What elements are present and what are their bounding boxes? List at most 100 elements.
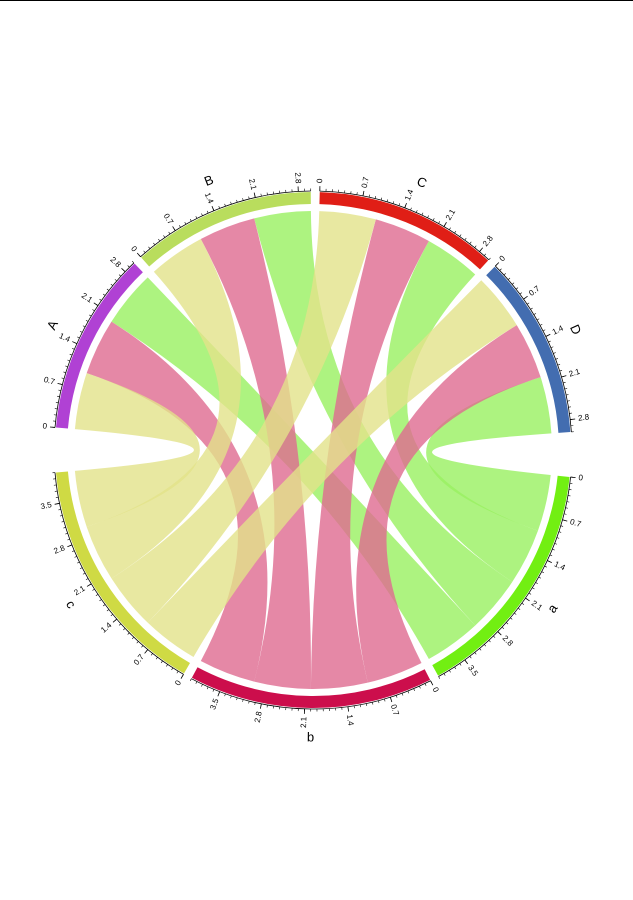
- minor-tick: [57, 395, 60, 397]
- minor-tick: [189, 218, 192, 222]
- tick-label: 0.7: [43, 375, 57, 387]
- minor-tick: [488, 639, 491, 643]
- tick-label: 1.4: [403, 188, 416, 202]
- minor-tick: [143, 250, 146, 253]
- axis-line: [54, 472, 184, 675]
- major-tick: [180, 674, 184, 679]
- minor-tick: [517, 607, 521, 610]
- major-tick: [136, 252, 141, 258]
- sector-label: a: [544, 601, 561, 616]
- minor-tick: [560, 525, 564, 527]
- minor-tick: [102, 293, 106, 296]
- tick-label: 2.1: [72, 584, 87, 598]
- minor-tick: [230, 201, 232, 205]
- minor-tick: [483, 253, 487, 256]
- tick-label: 0: [173, 678, 183, 687]
- minor-tick: [150, 653, 153, 656]
- minor-tick: [106, 288, 110, 291]
- minor-tick: [136, 641, 139, 644]
- minor-tick: [521, 602, 525, 605]
- major-tick: [443, 222, 447, 227]
- minor-tick: [155, 657, 158, 660]
- tick-label: 3.5: [208, 697, 221, 711]
- minor-tick: [510, 617, 513, 620]
- sector-track: [141, 192, 311, 267]
- minor-tick: [176, 670, 179, 674]
- major-tick: [561, 375, 567, 378]
- tick-label: 0: [578, 473, 584, 482]
- minor-tick: [528, 592, 532, 595]
- major-tick: [430, 680, 434, 686]
- minor-tick: [449, 227, 451, 230]
- minor-tick: [558, 531, 562, 533]
- major-tick: [121, 267, 126, 273]
- tick-label: 2.1: [444, 207, 458, 222]
- tick-label: 0.7: [527, 284, 542, 298]
- minor-tick: [160, 660, 163, 664]
- minor-tick: [559, 369, 563, 372]
- major-tick: [144, 649, 149, 654]
- major-tick: [464, 659, 469, 665]
- major-tick: [93, 302, 99, 306]
- minor-tick: [515, 287, 519, 290]
- minor-tick: [106, 609, 110, 612]
- minor-tick: [519, 292, 523, 295]
- minor-tick: [242, 699, 244, 702]
- major-tick: [347, 706, 349, 712]
- minor-tick: [533, 313, 537, 315]
- minor-tick: [179, 225, 181, 228]
- tick-label: 0.7: [132, 652, 146, 667]
- tick-label: 0.7: [360, 176, 371, 189]
- minor-tick: [171, 667, 174, 671]
- link: [310, 219, 429, 689]
- sector-track: [319, 192, 489, 270]
- minor-tick: [201, 684, 203, 687]
- minor-tick: [398, 203, 401, 206]
- minor-tick: [368, 194, 370, 198]
- minor-tick: [464, 237, 467, 241]
- minor-tick: [427, 215, 429, 218]
- minor-tick: [536, 318, 540, 321]
- minor-tick: [395, 695, 398, 698]
- minor-tick: [410, 207, 412, 211]
- tick-label: 2.1: [247, 178, 258, 191]
- link: [200, 218, 311, 689]
- tick-label: 0: [129, 244, 139, 254]
- major-tick: [525, 597, 530, 602]
- minor-tick: [454, 230, 457, 234]
- minor-tick: [555, 358, 559, 360]
- minor-tick: [479, 648, 482, 651]
- minor-tick: [85, 578, 89, 581]
- minor-tick: [141, 645, 144, 648]
- minor-tick: [236, 199, 238, 203]
- major-tick: [211, 205, 215, 211]
- minor-tick: [553, 352, 556, 354]
- minor-tick: [92, 588, 95, 591]
- minor-tick: [82, 325, 86, 328]
- minor-tick: [118, 623, 122, 626]
- minor-tick: [61, 377, 65, 379]
- minor-tick: [407, 690, 410, 694]
- tick-label: 0.7: [569, 517, 583, 529]
- major-tick: [217, 691, 221, 697]
- link: [386, 240, 538, 582]
- minor-tick: [230, 695, 232, 699]
- minor-tick: [565, 507, 568, 509]
- minor-tick: [514, 612, 517, 615]
- sector-track: [432, 475, 570, 676]
- tick-label: 2.8: [578, 412, 591, 422]
- minor-tick: [110, 283, 113, 286]
- minor-tick: [454, 666, 457, 670]
- tick-label: 2.8: [293, 172, 303, 184]
- tick-label: 1.4: [58, 331, 72, 344]
- minor-tick: [538, 576, 542, 579]
- minor-tick: [438, 221, 441, 224]
- links: [74, 211, 552, 689]
- tick-label: 0.7: [389, 703, 401, 717]
- minor-tick: [532, 587, 535, 590]
- major-tick: [362, 190, 365, 196]
- minor-tick: [541, 571, 545, 574]
- minor-tick: [556, 537, 560, 539]
- minor-tick: [248, 700, 250, 704]
